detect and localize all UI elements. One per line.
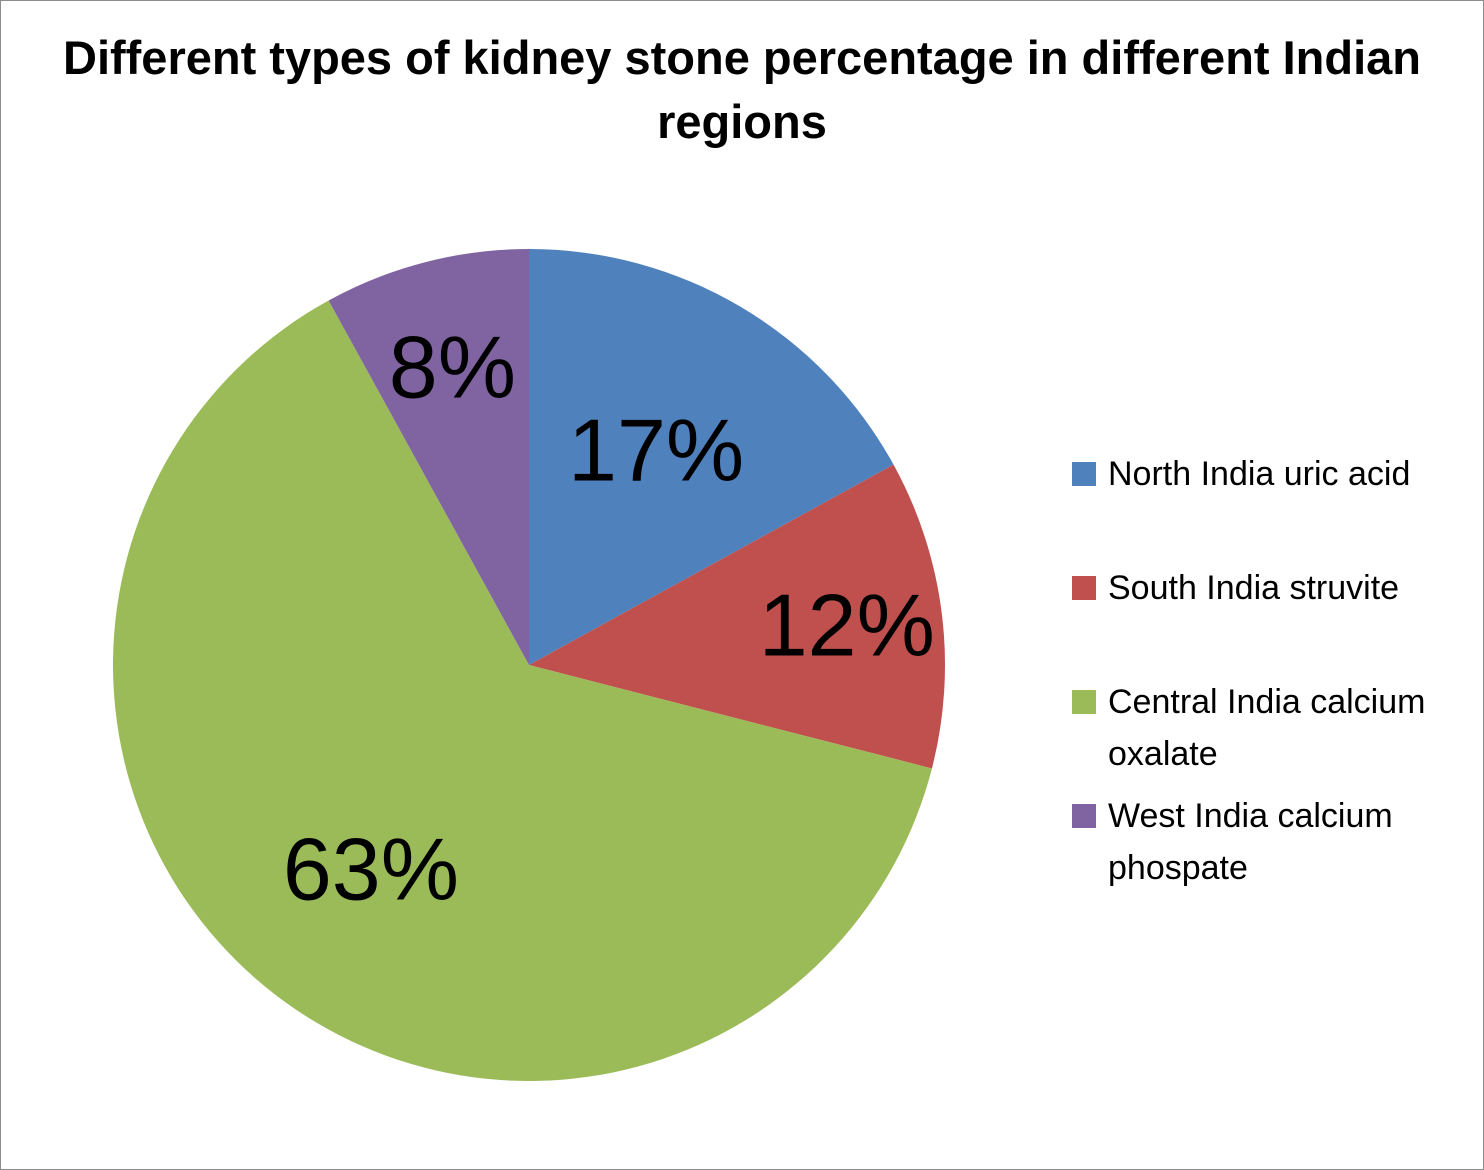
- chart-title: Different types of kidney stone percenta…: [63, 31, 1421, 148]
- legend-item: North India uric acid: [1072, 448, 1477, 562]
- legend-label: South India struvite: [1108, 569, 1400, 607]
- legend-label: North India uric acid: [1108, 455, 1411, 493]
- data-label: 8%: [389, 317, 516, 416]
- legend-swatch: [1072, 576, 1096, 600]
- legend-swatch: [1072, 462, 1096, 486]
- legend-item: Central India calcium oxalate: [1072, 676, 1477, 790]
- pie-slice: [112, 300, 932, 1082]
- legend-item: South India struvite: [1072, 562, 1477, 676]
- data-label: 12%: [759, 575, 935, 674]
- pie-slice: [529, 249, 894, 665]
- legend-label: Central India calcium oxalate: [1108, 683, 1426, 773]
- legend-swatch: [1072, 690, 1096, 714]
- pie-slice: [328, 249, 529, 665]
- pie-slice: [529, 464, 945, 769]
- legend-item: West India calcium phospate: [1072, 790, 1477, 904]
- data-label: 63%: [283, 819, 459, 918]
- legend-swatch: [1072, 804, 1096, 828]
- legend: North India uric acid South India struvi…: [1072, 448, 1477, 904]
- data-label: 17%: [568, 401, 744, 500]
- legend-label: West India calcium phospate: [1108, 797, 1393, 887]
